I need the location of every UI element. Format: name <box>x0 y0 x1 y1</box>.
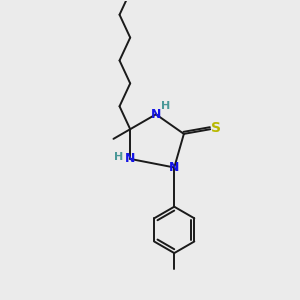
Text: H: H <box>161 101 170 111</box>
Text: N: N <box>125 152 135 165</box>
Text: H: H <box>114 152 124 162</box>
Text: N: N <box>169 161 179 174</box>
Text: S: S <box>211 121 220 135</box>
Text: N: N <box>151 108 161 121</box>
